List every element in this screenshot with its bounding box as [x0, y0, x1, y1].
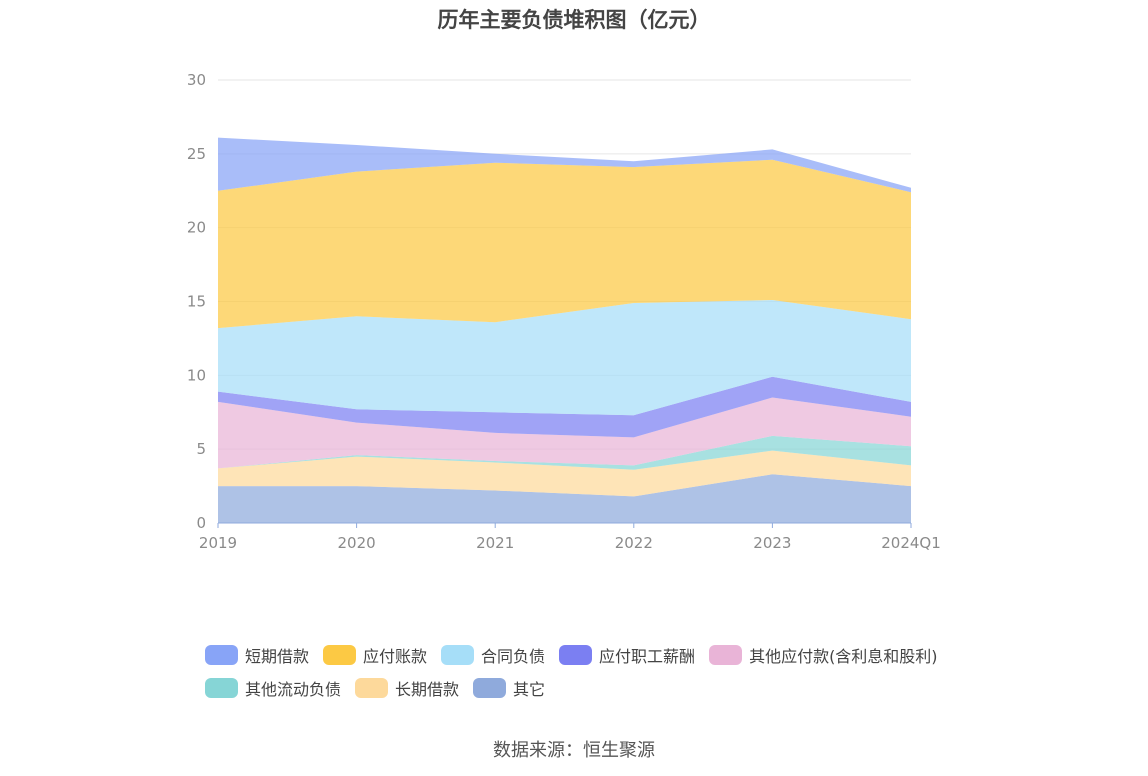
legend-swatch — [559, 644, 593, 665]
legend-swatch — [709, 644, 743, 665]
area-series-2[interactable] — [218, 435, 911, 470]
legend-item[interactable]: 短期借款 — [205, 643, 309, 667]
legend-item[interactable]: 长期借款 — [355, 676, 459, 700]
legend-item[interactable]: 合同负债 — [441, 643, 545, 667]
x-tick-label: 2020 — [338, 534, 376, 552]
y-tick-label: 10 — [187, 366, 206, 384]
area-series-6[interactable] — [218, 159, 911, 329]
data-source-note: 数据来源：恒生聚源 — [493, 740, 655, 761]
axes: 0 5 10 15 20 25 30 2019 2020 2021 2022 2023 2024Q1 — [187, 71, 941, 552]
chart-title: 历年主要负债堆积图（亿元） — [437, 8, 711, 32]
area-series-7[interactable] — [218, 137, 911, 193]
x-tick-label: 2021 — [476, 534, 514, 552]
y-tick-label: 15 — [187, 293, 206, 311]
y-tick-label: 20 — [187, 219, 206, 237]
legend-swatch — [441, 644, 475, 665]
legend-label: 长期借款 — [395, 679, 460, 699]
legend-label: 其它 — [513, 679, 546, 699]
area-series-5[interactable] — [218, 300, 911, 416]
legend-item[interactable]: 其他流动负债 — [205, 676, 341, 700]
legend-label: 短期借款 — [245, 646, 310, 666]
legend-item[interactable]: 应付账款 — [323, 643, 427, 667]
legend-row: 短期借款 应付账款 合同负债 应付职工薪酬 其他应付款(含利息和股利) — [205, 638, 965, 671]
x-tick-label: 2019 — [199, 534, 237, 552]
y-tick-label: 0 — [196, 514, 206, 532]
legend-swatch — [473, 677, 507, 698]
legend-item[interactable]: 应付职工薪酬 — [559, 643, 695, 667]
y-tick-label: 30 — [187, 71, 206, 89]
legend-item[interactable]: 其他应付款(含利息和股利) — [709, 643, 938, 667]
legend-label: 其他流动负债 — [245, 679, 342, 699]
legend-swatch — [205, 677, 238, 698]
y-tick-label: 25 — [187, 145, 206, 163]
area-series-0[interactable] — [218, 474, 911, 523]
legend-label: 其他应付款(含利息和股利) — [749, 646, 938, 666]
area-series-4[interactable] — [218, 376, 911, 438]
legend-swatch — [323, 644, 357, 665]
legend-item[interactable]: 其它 — [473, 676, 545, 700]
area-series — [218, 137, 911, 523]
legend-swatch — [355, 677, 389, 698]
legend-swatch — [205, 644, 238, 665]
x-tick-label: 2024Q1 — [881, 534, 941, 552]
area-series-3[interactable] — [218, 397, 911, 469]
legend-label: 应付账款 — [363, 646, 428, 666]
legend-label: 应付职工薪酬 — [599, 646, 696, 666]
area-series-1[interactable] — [218, 450, 911, 497]
x-tick-label: 2023 — [753, 534, 791, 552]
stacked-area-chart: 0 5 10 15 20 25 30 2019 2020 2021 2022 2023 2024Q1 — [187, 71, 941, 552]
y-tick-label: 5 — [196, 440, 206, 458]
legend: 短期借款 应付账款 合同负债 应付职工薪酬 其他应付款(含利息和股利) 其他流动负债 长期借… — [205, 638, 965, 704]
x-tick-label: 2022 — [615, 534, 653, 552]
legend-row: 其他流动负债 长期借款 其它 — [205, 671, 965, 704]
legend-label: 合同负债 — [481, 646, 546, 666]
